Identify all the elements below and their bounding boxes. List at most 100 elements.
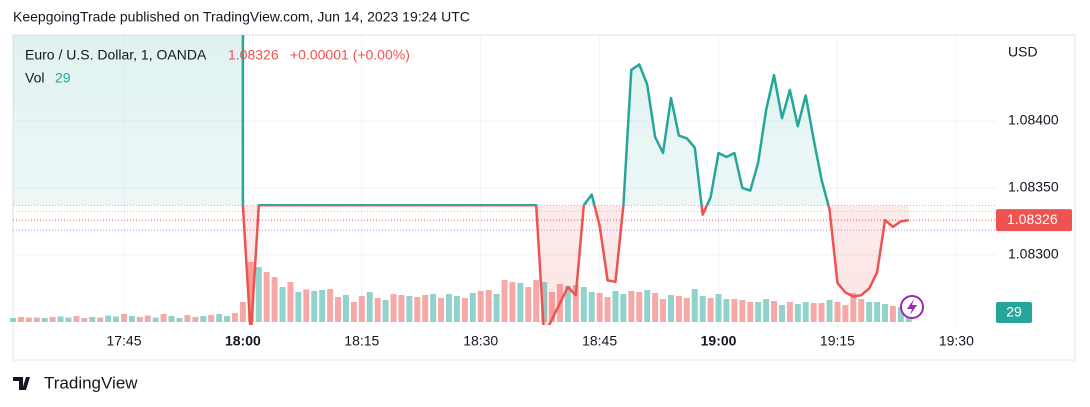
volume-last: 29 <box>55 70 71 86</box>
volume-bar <box>842 305 849 322</box>
volume-bar <box>453 296 460 322</box>
area-down <box>242 205 909 325</box>
volume-bar <box>660 299 667 322</box>
area-fill <box>13 35 909 206</box>
volume-bar <box>818 303 825 322</box>
volume-bar <box>834 302 841 322</box>
line-up <box>241 35 830 206</box>
volume-bar <box>628 291 635 322</box>
volume-bar <box>390 294 397 322</box>
volume-bar <box>57 316 64 322</box>
volume-bar <box>461 298 468 322</box>
volume-bar <box>723 299 730 322</box>
volume-bar <box>596 293 603 322</box>
volume-bar <box>644 290 651 322</box>
volume-bar <box>493 294 500 322</box>
volume-bar <box>477 291 484 322</box>
volume-bar <box>509 282 516 322</box>
volume-bar <box>25 317 32 322</box>
volume-bar <box>438 298 445 322</box>
price-line <box>241 205 910 325</box>
volume-tag-label: 29 <box>1006 304 1022 320</box>
volume-bar <box>263 272 270 322</box>
volume-bar <box>192 317 199 322</box>
volume-bar <box>525 287 532 322</box>
volume-bar <box>572 285 579 322</box>
volume-bar <box>414 297 421 322</box>
volume-bar <box>208 315 215 322</box>
volume-bar <box>636 292 643 322</box>
volume-bar <box>136 317 143 322</box>
x-tick-label: 18:15 <box>344 333 379 349</box>
volume-bar <box>897 307 904 322</box>
volume-bar <box>97 317 104 322</box>
volume-bar <box>184 315 191 322</box>
volume-bar <box>311 291 318 322</box>
volume-bar <box>398 295 405 322</box>
volume-bar <box>675 296 682 322</box>
volume-bar <box>778 305 785 322</box>
volume-bar <box>747 302 754 322</box>
volume-bar <box>810 303 817 322</box>
volume-bar <box>10 318 16 322</box>
volume-bar <box>501 280 508 322</box>
y-tick-label: 1.08400 <box>1008 112 1059 128</box>
volume-bar <box>255 267 262 322</box>
volume-bar <box>279 287 286 322</box>
volume-bar <box>858 299 865 322</box>
y-tick-label: 1.08300 <box>1008 246 1059 262</box>
volume-bar <box>113 316 120 322</box>
volume-bar <box>882 304 889 322</box>
flash-icon[interactable] <box>900 295 924 319</box>
volume-bar <box>485 290 492 322</box>
volume-bar <box>366 292 373 322</box>
volume-bar <box>144 315 151 322</box>
volume-bar <box>731 299 738 322</box>
volume-bar <box>422 295 429 322</box>
volume-bar <box>17 317 24 322</box>
volume-bar <box>699 296 706 322</box>
x-tick-label: 19:00 <box>701 333 737 349</box>
volume-name: Vol <box>25 70 44 86</box>
volume-bar <box>707 298 714 322</box>
volume-bar <box>771 301 778 322</box>
volume-bar <box>446 294 453 322</box>
volume-bar <box>826 300 833 322</box>
volume-bar <box>683 298 690 322</box>
legend-change: +0.00001 (+0.00%) <box>290 47 410 63</box>
logo <box>13 377 30 390</box>
y-tick-label: 1.08350 <box>1008 179 1059 195</box>
volume-bar <box>755 302 762 322</box>
volume-bar <box>533 280 540 322</box>
volume-bar <box>350 302 357 322</box>
volume-bar <box>342 295 349 322</box>
volume-bar <box>89 317 96 322</box>
volume-bar <box>739 300 746 322</box>
volume-bar <box>763 299 770 322</box>
volume-bar <box>105 315 112 322</box>
volume-bar <box>469 293 476 322</box>
area-group <box>13 35 909 325</box>
x-tick-label: 19:30 <box>939 333 974 349</box>
x-tick-label: 18:45 <box>582 333 617 349</box>
footer-brand: TradingView <box>44 373 138 392</box>
volume-bar <box>866 302 873 322</box>
volume-bar <box>652 293 659 322</box>
volume-bar <box>874 302 881 322</box>
volume-bar <box>327 289 334 322</box>
legend-price: 1.08326 <box>228 47 279 63</box>
volume-bar <box>382 300 389 322</box>
volume-bar <box>176 318 183 322</box>
volume-bar <box>564 286 571 322</box>
volume-bar <box>406 296 413 322</box>
volume-bar <box>588 292 595 322</box>
volume-bar <box>120 314 127 322</box>
volume-bar <box>889 306 896 322</box>
volume-bar <box>224 316 231 322</box>
volume-bar <box>667 295 674 322</box>
x-tick-label: 18:30 <box>463 333 498 349</box>
x-tick-label: 18:00 <box>225 333 261 349</box>
volume-bar <box>319 290 326 322</box>
volume-bar <box>287 282 294 322</box>
